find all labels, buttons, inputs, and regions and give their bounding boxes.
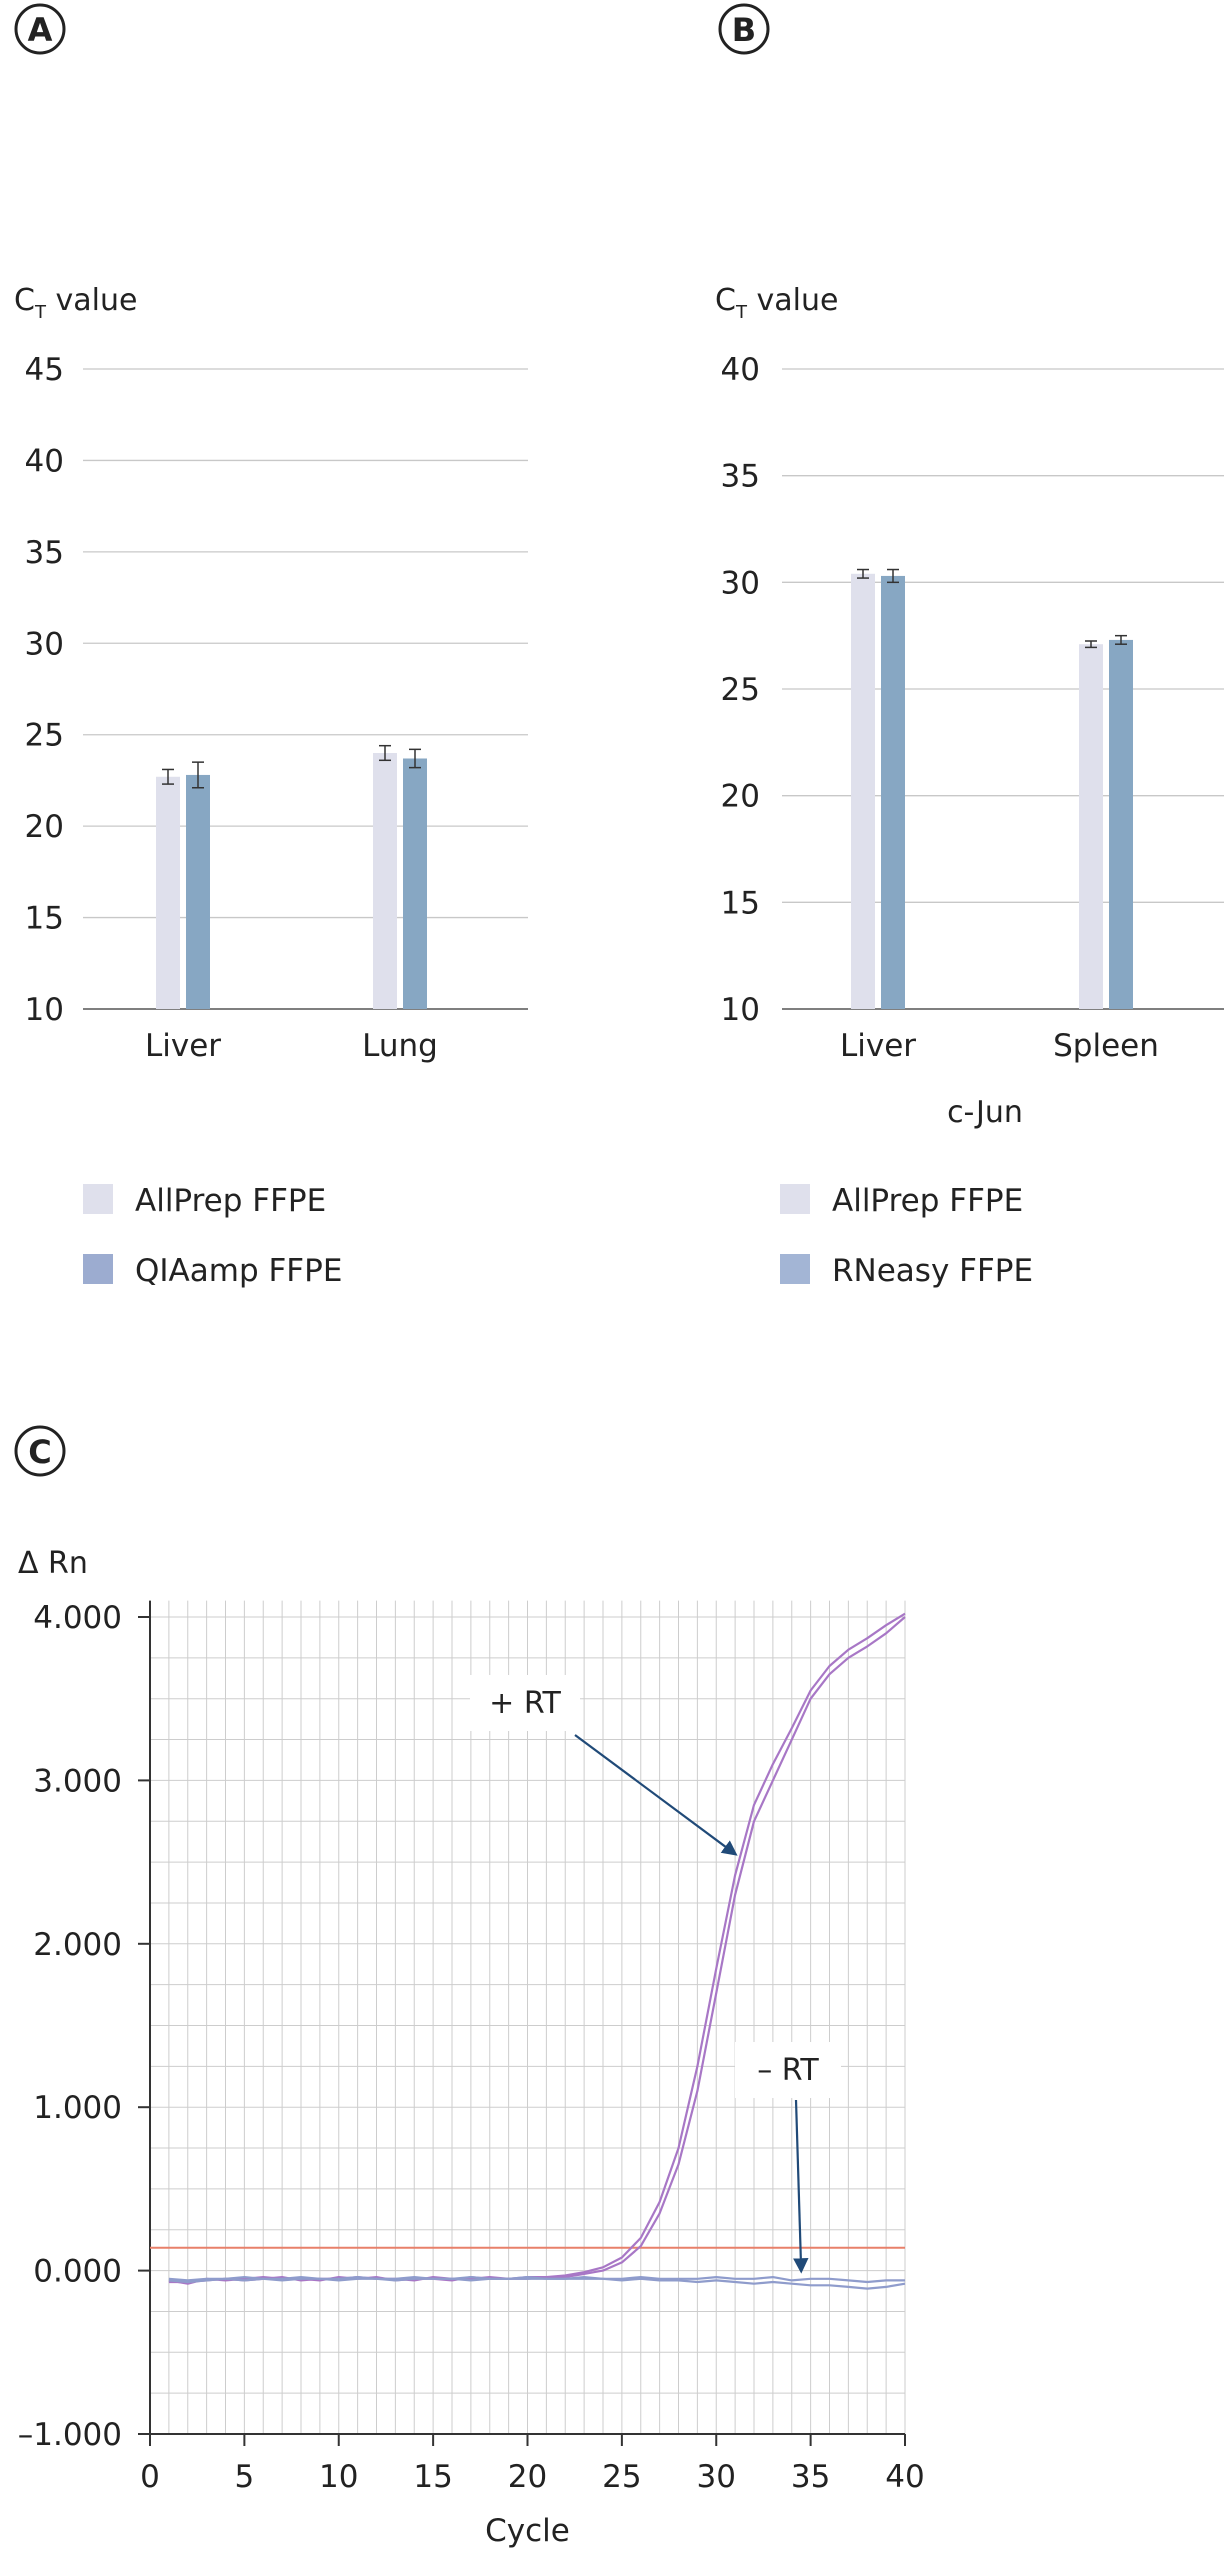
panel-a-badge-text: A [28, 11, 53, 49]
legend-label: RNeasy FFPE [832, 1253, 1033, 1289]
x-axis-label: Cycle [485, 2513, 570, 2549]
y-tick-label: 0.000 [33, 2254, 122, 2290]
y-axis-label: CT value [715, 283, 838, 323]
x-tick-label: 35 [791, 2459, 830, 2495]
panel-b-badge-text: B [732, 11, 756, 49]
y-tick-label: 10 [25, 992, 64, 1028]
category-label: Lung [362, 1028, 438, 1064]
legend-label: AllPrep FFPE [832, 1183, 1023, 1219]
x-tick-label: 40 [885, 2459, 924, 2495]
x-axis-label: c-Jun [947, 1095, 1023, 1130]
y-tick-label: 35 [721, 459, 760, 495]
annotation-arrow [793, 2099, 809, 2274]
y-tick-label: 45 [25, 352, 64, 388]
legend-swatch [83, 1184, 113, 1214]
panel-c-badge-text: C [28, 1433, 51, 1471]
y-tick-label: 15 [25, 901, 64, 937]
panel-b-badge: B [718, 3, 770, 55]
panel-c-badge: C [14, 1425, 66, 1477]
bar [156, 776, 180, 1009]
chart-b: CT value 10 15 20 25 30 35 40 Liver Spleen c-Jun Al… [715, 283, 1224, 1289]
category-label: Liver [145, 1028, 221, 1064]
bar [186, 774, 210, 1009]
y-tick-label: 2.000 [33, 1927, 122, 1963]
bar [403, 758, 427, 1009]
chart-a: CT value 10 15 20 25 30 35 40 45 Liver Lung AllPrep… [14, 283, 528, 1289]
bar [373, 753, 397, 1009]
x-tick-label: 30 [697, 2459, 736, 2495]
x-tick-label: 15 [413, 2459, 452, 2495]
y-tick-label: 25 [721, 672, 760, 708]
legend-label: QIAamp FFPE [135, 1253, 342, 1289]
y-tick-label: 3.000 [33, 1763, 122, 1799]
bar [1109, 639, 1133, 1009]
y-axis-label: CT value [14, 283, 137, 323]
category-label: Spleen [1053, 1028, 1159, 1064]
y-tick-label: 20 [721, 779, 760, 815]
annotation-box [735, 2042, 841, 2098]
x-tick-label: 20 [508, 2459, 547, 2495]
y-tick-label: 30 [25, 626, 64, 662]
bar [1079, 644, 1103, 1009]
y-axis-label: Δ Rn [18, 1546, 88, 1581]
y-tick-label: 40 [721, 352, 760, 388]
y-tick-label: 40 [25, 443, 64, 479]
y-tick-label: 4.000 [33, 1600, 122, 1636]
annotation-box [470, 1675, 580, 1731]
x-tick-label: 25 [602, 2459, 641, 2495]
y-tick-label: –1.000 [18, 2417, 122, 2453]
chart-c: –1.000 0.000 1.000 2.000 3.000 4.000 0 5 10 15 20 2… [18, 1546, 925, 2549]
category-label: Liver [840, 1028, 916, 1064]
x-tick-label: 0 [140, 2459, 160, 2495]
annotation-arrow [574, 1734, 738, 1856]
bar [851, 573, 875, 1009]
y-tick-label: 35 [25, 535, 64, 571]
y-tick-label: 10 [721, 992, 760, 1028]
y-tick-label: 20 [25, 809, 64, 845]
y-tick-label: 25 [25, 718, 64, 754]
series-line [168, 2277, 906, 2290]
y-tick-label: 30 [721, 565, 760, 601]
panel-a-badge: A [14, 3, 66, 55]
legend-swatch [780, 1184, 810, 1214]
x-tick-label: 10 [319, 2459, 358, 2495]
legend-swatch [83, 1254, 113, 1284]
y-tick-label: 15 [721, 885, 760, 921]
y-tick-label: 1.000 [33, 2090, 122, 2126]
legend-swatch [780, 1254, 810, 1284]
annotation-label: + RT [489, 1686, 561, 1721]
bar [881, 575, 905, 1009]
legend-label: AllPrep FFPE [135, 1183, 326, 1219]
annotation-label: – RT [757, 2053, 819, 2088]
x-tick-label: 5 [235, 2459, 255, 2495]
